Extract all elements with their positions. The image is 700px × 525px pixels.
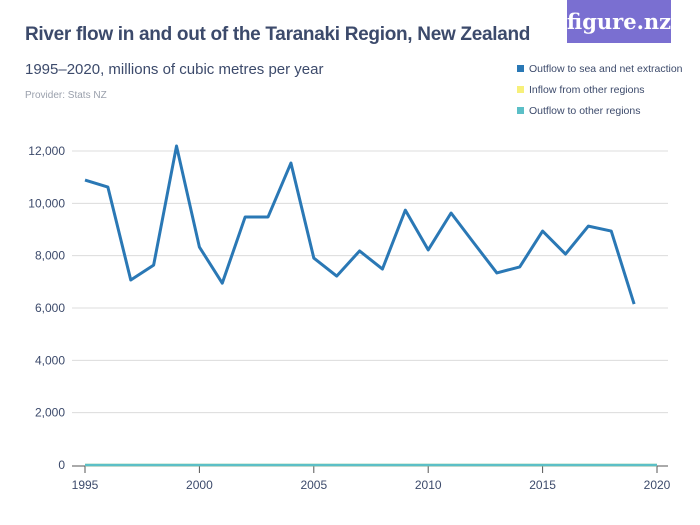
legend-swatch: [517, 86, 524, 93]
legend: Outflow to sea and net extraction Inflow…: [517, 58, 683, 121]
legend-item: Outflow to sea and net extraction: [517, 58, 683, 79]
figure-nz-logo[interactable]: figure.nz: [567, 0, 671, 43]
series-line-0: [84, 144, 636, 305]
y-tick-label: 4,000: [35, 353, 65, 367]
y-tick-label: 8,000: [35, 249, 65, 263]
x-tick-label: 2020: [644, 478, 671, 492]
chart-title: River flow in and out of the Taranaki Re…: [25, 24, 531, 45]
legend-item: Outflow to other regions: [517, 100, 683, 121]
legend-swatch: [517, 65, 524, 72]
y-tick-label: 12,000: [28, 144, 65, 158]
provider: Provider: Stats NZ: [25, 90, 107, 101]
chart-subtitle: 1995–2020, millions of cubic metres per …: [25, 61, 324, 78]
x-tick-label: 2000: [186, 478, 213, 492]
x-tick-label: 2015: [529, 478, 556, 492]
y-tick-label: 2,000: [35, 406, 65, 420]
y-tick-label: 10,000: [28, 196, 65, 210]
x-tick-label: 2005: [300, 478, 327, 492]
legend-item: Inflow from other regions: [517, 79, 683, 100]
y-tick-label: 6,000: [35, 301, 65, 315]
x-tick-label: 1995: [72, 478, 99, 492]
legend-swatch: [517, 107, 524, 114]
x-tick-label: 2010: [415, 478, 442, 492]
y-tick-label: 0: [58, 458, 65, 472]
